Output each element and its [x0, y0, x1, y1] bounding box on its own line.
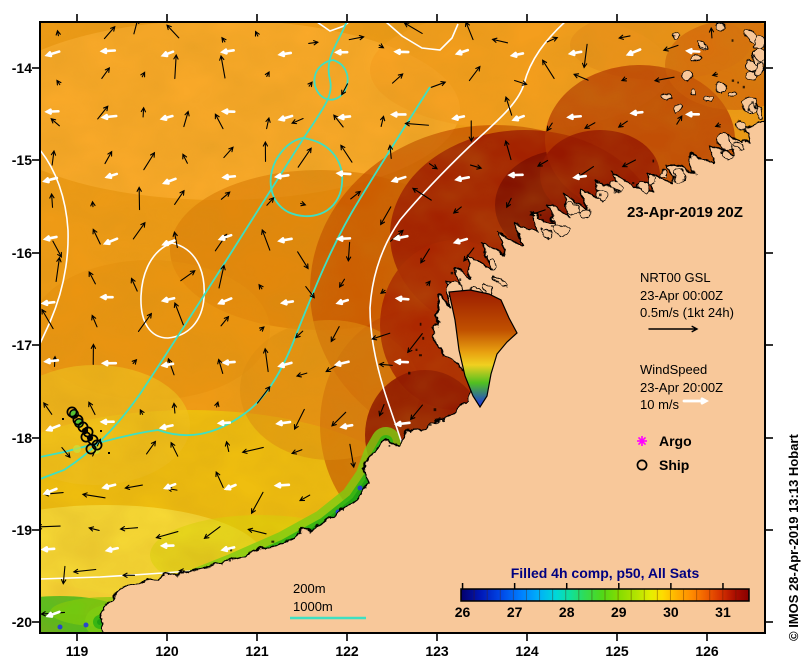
colorbar-tick-29: 29	[611, 604, 627, 620]
ship-legend-label: Ship	[659, 457, 690, 473]
x-axis-label-125: 125	[605, 643, 629, 659]
x-axis-label-120: 120	[155, 643, 179, 659]
map-plot-area	[40, 22, 765, 633]
legend-graphics	[290, 325, 709, 620]
colorbar	[460, 583, 750, 602]
plot-border	[39, 21, 766, 634]
colorbar-bar	[461, 589, 749, 601]
isobath-1000m-label: 1000m	[293, 599, 333, 614]
wind-legend-name: WindSpeed	[640, 362, 708, 377]
argo-legend-label: Argo	[659, 433, 692, 449]
y-axis-label--20: -20	[11, 614, 32, 630]
y-axis-label--19: -19	[11, 522, 32, 538]
king-sound-bay	[448, 289, 518, 409]
y-axis-label--17: -17	[11, 337, 32, 353]
wind-legend-scale: 10 m/s	[640, 397, 680, 412]
colorbar-tick-31: 31	[715, 604, 731, 620]
coastal-rocks	[228, 39, 754, 562]
isobath-legend: 200m 1000m	[293, 580, 333, 616]
isobath-200m-label: 200m	[293, 581, 326, 596]
colorbar-tick-30: 30	[663, 604, 679, 620]
ship-track	[62, 406, 110, 455]
x-axis-label-122: 122	[335, 643, 359, 659]
colorbar-tick-26: 26	[454, 604, 471, 620]
ship-marker-icon	[636, 459, 648, 471]
colorbar-tick-28: 28	[558, 604, 575, 620]
current-legend-block: NRT00 GSL 23-Apr 00:00Z 0.5m/s (1kt 24h)	[640, 269, 734, 322]
y-axis-label--15: -15	[11, 152, 32, 168]
y-axis-label--18: -18	[11, 430, 32, 446]
argo-marker-icon	[637, 436, 647, 446]
current-arrows	[40, 22, 721, 617]
imos-credit: © IMOS 28-Apr-2019 13:13 Hobart	[786, 434, 801, 641]
x-axis-label-124: 124	[515, 643, 539, 659]
y-axis-label--14: -14	[11, 60, 32, 76]
wind-legend-block: WindSpeed 23-Apr 20:00Z 10 m/s	[640, 361, 723, 414]
wind-legend-date: 23-Apr 20:00Z	[640, 379, 724, 395]
x-axis-label-123: 123	[425, 643, 449, 659]
x-axis-label-119: 119	[65, 643, 89, 659]
current-legend-name: NRT00 GSL	[640, 270, 711, 285]
current-legend-date: 23-Apr 00:00Z	[640, 287, 724, 303]
y-axis-label--16: -16	[11, 245, 32, 261]
wind-arrows	[40, 47, 701, 618]
x-axis-label-121: 121	[245, 643, 269, 659]
current-legend-scale: 0.5m/s (1kt 24h)	[640, 305, 734, 320]
x-axis-label-126: 126	[695, 643, 719, 659]
axis-ticks	[32, 14, 773, 641]
colorbar-title: Filled 4h comp, p50, All Sats	[510, 565, 700, 581]
map-datetime-label: 23-Apr-2019 20Z	[627, 204, 743, 221]
contour-1000m	[40, 22, 431, 480]
colorbar-tick-27: 27	[506, 604, 523, 620]
